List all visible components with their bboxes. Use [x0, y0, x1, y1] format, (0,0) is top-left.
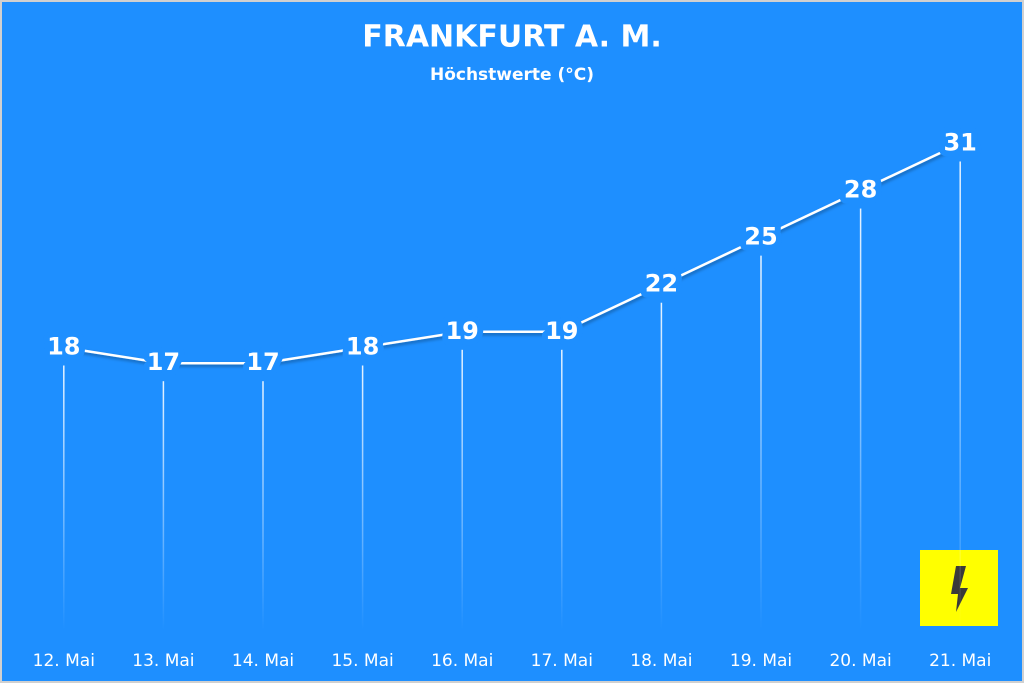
drop-line [660, 302, 663, 630]
data-label: 17 [246, 348, 279, 376]
drop-line [63, 365, 65, 630]
drop-line [461, 349, 463, 630]
x-tick-label: 15. Mai [331, 651, 393, 671]
x-tick-label: 16. Mai [431, 651, 493, 671]
drop-line [959, 161, 961, 630]
chart-title: FRANKFURT A. M. [362, 20, 662, 55]
drop-line [760, 255, 762, 630]
data-label: 31 [943, 128, 976, 156]
x-tick-label: 13. Mai [132, 651, 194, 671]
x-tick-label: 20. Mai [829, 651, 891, 671]
data-label: 22 [645, 270, 678, 298]
drop-line [859, 208, 862, 631]
drop-line [561, 349, 563, 630]
data-label: 17 [147, 348, 180, 376]
x-tick-label: 19. Mai [730, 651, 792, 671]
data-label: 28 [844, 176, 877, 204]
data-label: 18 [47, 333, 80, 361]
x-tick-label: 17. Mai [531, 651, 593, 671]
line [63, 142, 961, 365]
drop-line [361, 365, 364, 630]
data-label: 19 [545, 317, 578, 345]
data-label: 18 [346, 333, 379, 361]
x-tick-label: 18. Mai [630, 651, 692, 671]
x-tick-label: 12. Mai [33, 651, 95, 671]
x-tick-label: 14. Mai [232, 651, 294, 671]
chart-subtitle: Höchstwerte (°C) [430, 65, 594, 85]
drop-line [262, 381, 264, 630]
x-tick-label: 21. Mai [929, 651, 991, 671]
drop-line [162, 381, 165, 630]
data-label: 25 [744, 223, 777, 251]
data-label: 19 [445, 317, 478, 345]
weather-icon [920, 550, 998, 626]
